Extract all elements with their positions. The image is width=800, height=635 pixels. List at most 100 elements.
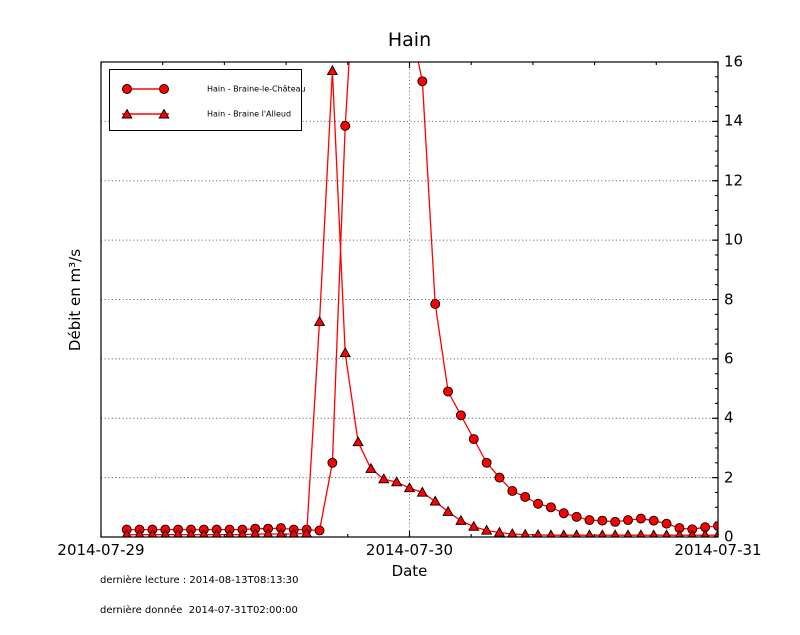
y-tick-label: 12	[724, 171, 744, 190]
data-series	[121, 16, 718, 537]
data-point-circle	[481, 457, 492, 468]
data-point-triangle	[378, 473, 390, 484]
data-point-triangle	[339, 347, 351, 358]
data-point-triangle	[675, 529, 684, 537]
data-point-triangle	[301, 527, 313, 537]
data-point-triangle	[572, 529, 581, 537]
y-tick-label: 10	[724, 230, 744, 249]
legend-circle-marker-sample	[122, 84, 169, 94]
data-point-triangle	[507, 528, 518, 537]
data-point-triangle	[662, 529, 671, 537]
data-point-circle	[558, 508, 569, 519]
data-point-triangle	[326, 64, 339, 76]
footnote-derniere-lecture: dernière lecture : 2014-08-13T08:13:30	[100, 575, 299, 587]
data-point-triangle	[134, 528, 145, 537]
data-point-circle	[623, 515, 633, 526]
data-point-triangle	[173, 528, 183, 537]
chart-title: Hain	[387, 29, 432, 51]
data-point-triangle	[520, 528, 530, 537]
data-point-circle	[443, 386, 454, 397]
data-point-circle	[507, 486, 518, 496]
footnotes: dernière lecture : 2014-08-13T08:13:30 d…	[100, 557, 299, 635]
data-point-circle	[713, 521, 718, 531]
data-point-circle	[635, 513, 646, 524]
data-point-circle	[468, 434, 479, 444]
data-point-triangle	[390, 476, 403, 487]
data-point-triangle	[493, 526, 506, 537]
legend-triangle-marker-sample	[121, 108, 170, 119]
figure: Hain Débit en m³/s Date 2014-07-29 2014-0…	[57, 16, 762, 615]
data-point-triangle	[546, 529, 556, 537]
legend-entry-braine-l-alleud: Hain - Braine l'Alleud	[110, 101, 301, 127]
data-point-circle	[520, 491, 531, 502]
data-point-triangle	[147, 528, 158, 537]
data-point-triangle	[122, 528, 132, 537]
data-point-triangle	[250, 528, 261, 537]
data-point-triangle	[610, 529, 620, 537]
data-point-triangle	[365, 462, 377, 473]
data-point-circle	[610, 516, 621, 527]
chart-plot-area	[100, 16, 719, 538]
y-axis-label: Débit en m³/s	[66, 248, 84, 352]
data-point-triangle	[237, 528, 248, 537]
data-point-triangle	[224, 528, 235, 537]
data-point-circle	[314, 525, 325, 536]
data-point-triangle	[352, 436, 364, 447]
data-point-circle	[417, 76, 428, 87]
footnote-derniere-donnee: dernière donnée 2014-07-31T02:00:00	[100, 604, 298, 616]
data-point-circle	[430, 299, 441, 309]
data-point-triangle	[687, 529, 697, 537]
y-tick-label: 8	[724, 290, 734, 309]
data-point-circle	[597, 515, 608, 526]
data-point-circle	[494, 472, 505, 483]
y-tick-label: 0	[724, 527, 734, 546]
data-point-triangle	[533, 529, 543, 537]
legend-entry-braine-le-chateau: Hain - Braine-le-Château	[110, 76, 306, 102]
y-tick-label: 4	[724, 408, 734, 427]
data-point-triangle	[455, 514, 467, 525]
data-point-triangle	[186, 528, 196, 537]
data-point-circle	[545, 502, 556, 513]
data-point-circle	[648, 515, 659, 526]
data-point-triangle	[212, 528, 222, 537]
legend-label-braine-le-chateau: Hain - Braine-le-Château	[207, 84, 306, 94]
gridlines	[101, 62, 718, 537]
data-point-circle	[661, 518, 672, 529]
data-point-triangle	[559, 529, 569, 537]
data-point-circle	[340, 120, 351, 131]
data-point-triangle	[623, 529, 633, 537]
legend-label-braine-l-alleud: Hain - Braine l'Alleud	[207, 109, 292, 119]
x-tick-label: 2014-07-31	[674, 541, 762, 559]
data-point-triangle	[713, 529, 718, 537]
data-point-circle	[533, 498, 543, 509]
data-point-triangle	[597, 529, 607, 537]
data-point-triangle	[700, 529, 710, 537]
data-point-circle	[571, 511, 582, 522]
data-point-circle	[405, 16, 414, 25]
data-point-triangle	[403, 482, 416, 493]
y-tick-label: 6	[724, 349, 734, 368]
data-point-triangle	[585, 529, 594, 537]
x-tick-label: 2014-07-29	[57, 541, 145, 559]
data-point-triangle	[416, 486, 429, 497]
series-line-braine-l-alleud	[126, 70, 718, 536]
x-axis-label: Date	[391, 562, 428, 580]
data-point-triangle	[199, 528, 209, 537]
legend: Hain - Braine-le-Château Hain - Braine l…	[109, 69, 306, 131]
x-tick-label: 2014-07-30	[365, 541, 454, 559]
data-point-triangle	[636, 529, 646, 537]
data-point-triangle	[275, 528, 286, 537]
data-point-circle	[584, 515, 595, 526]
data-point-triangle	[263, 528, 274, 537]
data-point-circle	[327, 457, 338, 468]
y-tick-label: 2	[724, 468, 734, 487]
data-point-triangle	[480, 524, 493, 535]
data-point-triangle	[313, 315, 326, 326]
y-tick-label: 16	[724, 52, 744, 71]
data-point-triangle	[288, 528, 299, 537]
data-point-triangle	[442, 505, 454, 516]
data-point-triangle	[468, 520, 480, 531]
axis-ticks	[100, 61, 719, 538]
y-tick-label: 14	[724, 112, 744, 131]
data-point-circle	[455, 410, 466, 421]
